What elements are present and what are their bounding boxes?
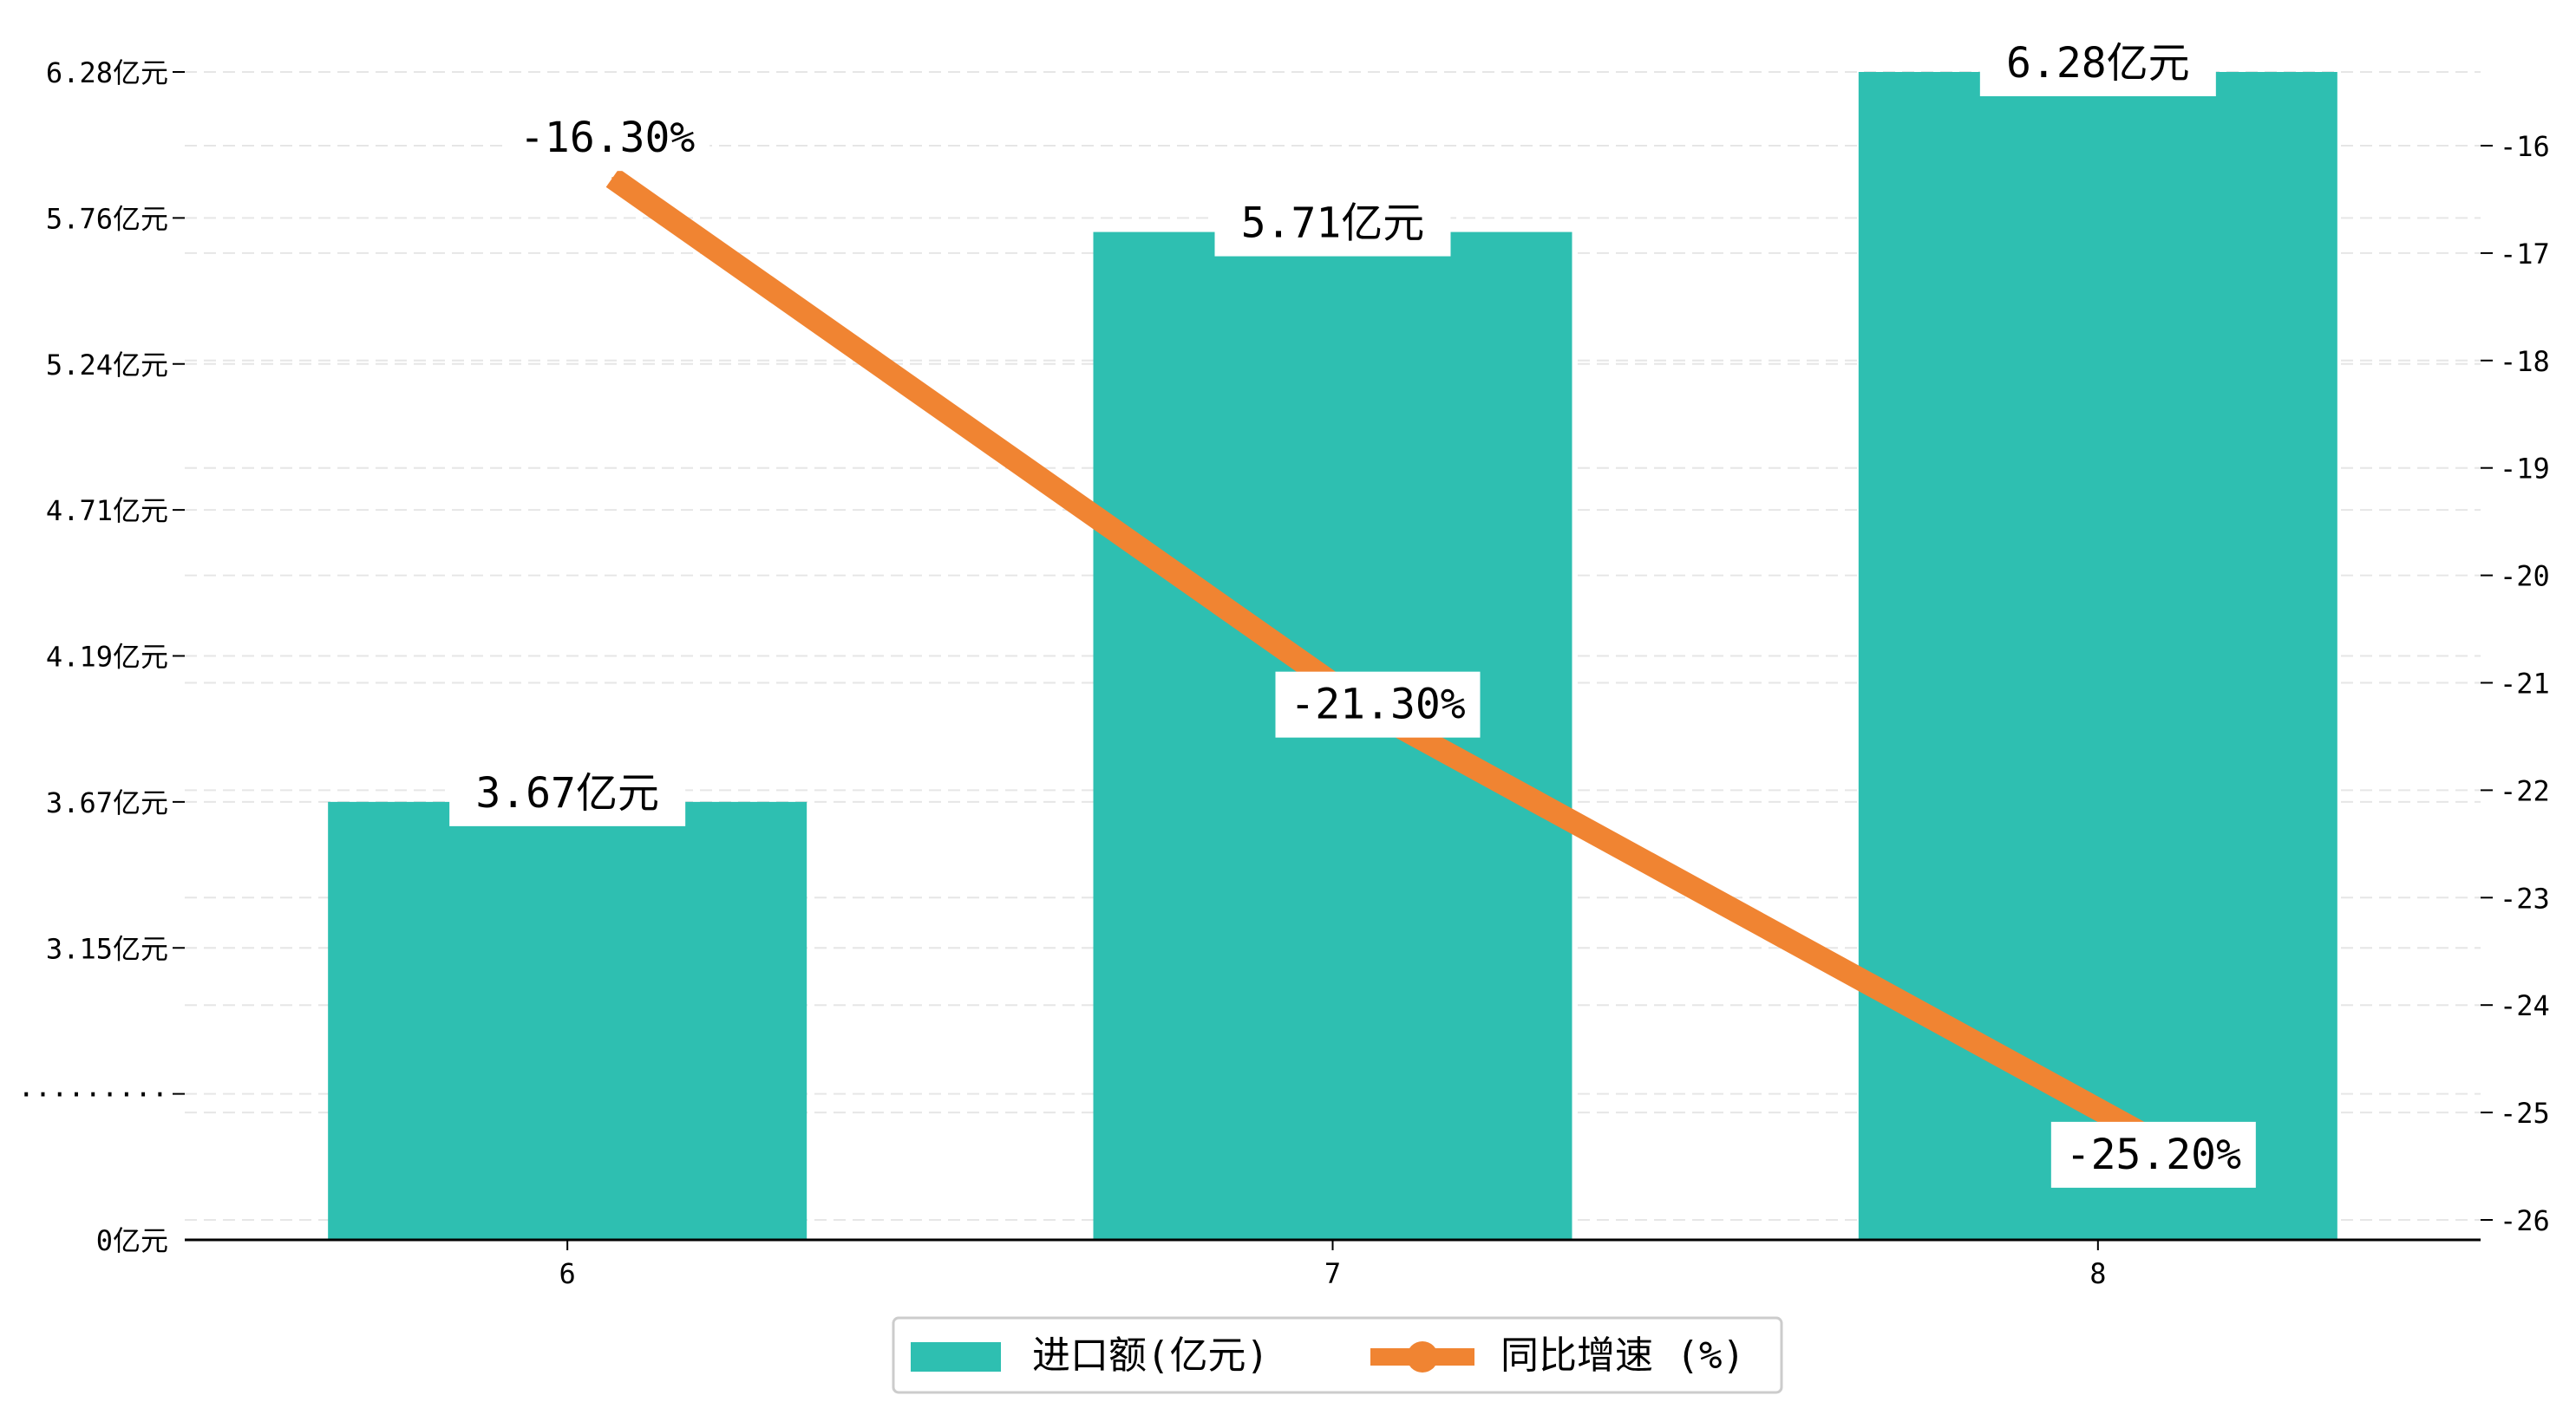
y-right-tick-label: -19	[2500, 453, 2550, 486]
bar-label-7: 5.71亿元	[1241, 199, 1425, 248]
legend-line-label: 同比增速 (%)	[1500, 1333, 1745, 1378]
y-left-tick-label: 0亿元	[96, 1224, 168, 1257]
bar-8	[1858, 72, 2337, 1240]
x-tick-label: 7	[1324, 1257, 1341, 1290]
line-label-6: -16.30%	[520, 114, 695, 162]
y-left-tick-label: 6.28亿元	[46, 56, 168, 89]
y-right-tick-label: -20	[2500, 560, 2550, 593]
data-labels: 3.67亿元 5.71亿元 6.28亿元 -16.30% -21.30% -25.20%	[449, 30, 2256, 1188]
legend-bar-label: 进口额(亿元)	[1032, 1333, 1269, 1378]
bar-label-8: 6.28亿元	[2006, 39, 2190, 88]
y-left-tick-label: 3.67亿元	[46, 786, 168, 819]
legend-line-marker	[1407, 1341, 1438, 1373]
legend: 进口额(亿元) 同比增速 (%)	[892, 1316, 1783, 1394]
legend-box	[892, 1316, 1783, 1394]
y-left-tick-label: 4.19亿元	[46, 641, 168, 674]
x-tick-label: 8	[2089, 1257, 2106, 1290]
bar-6	[328, 801, 807, 1240]
line-label-6-bg	[505, 105, 710, 172]
y-right-tick-label: -26	[2500, 1204, 2550, 1237]
y-right-tick-label: -23	[2500, 882, 2550, 915]
y-left-tick-label: ·········	[18, 1079, 168, 1112]
bar-label-6: 3.67亿元	[475, 769, 659, 818]
bar-label-6-bg	[449, 760, 686, 826]
y-left-tick-label: 5.76亿元	[46, 202, 168, 235]
y-right-tick-label: -18	[2500, 345, 2550, 378]
y-right-tick-label: -17	[2500, 238, 2550, 271]
y-left-tick-label: 5.24亿元	[46, 349, 168, 381]
axes: 6 7 8 0亿元 ········· 3.15亿元 3.67亿元 4.19亿元 4.71亿元 5…	[18, 56, 2550, 1290]
y-right-tick-label: -21	[2500, 668, 2550, 701]
line-label-8-bg	[2050, 1121, 2256, 1188]
line-point-6	[611, 177, 614, 179]
y-right-tick-label: -24	[2500, 989, 2550, 1022]
legend-bar-swatch	[911, 1342, 1001, 1372]
line-label-8: -25.20%	[2066, 1131, 2241, 1179]
line-label-7-bg	[1275, 671, 1481, 738]
bar-label-8-bg	[1979, 30, 2216, 96]
y-right-tick-label: -25	[2500, 1097, 2550, 1130]
line-label-7: -21.30%	[1290, 681, 1465, 729]
y-right-tick-label: -16	[2500, 130, 2550, 163]
y-left-tick-label: 4.71亿元	[46, 494, 168, 527]
bar-label-7-bg	[1214, 190, 1451, 257]
y-left-tick-label: 3.15亿元	[46, 932, 168, 965]
y-right-tick-label: -22	[2500, 774, 2550, 807]
x-tick-label: 6	[559, 1257, 576, 1290]
